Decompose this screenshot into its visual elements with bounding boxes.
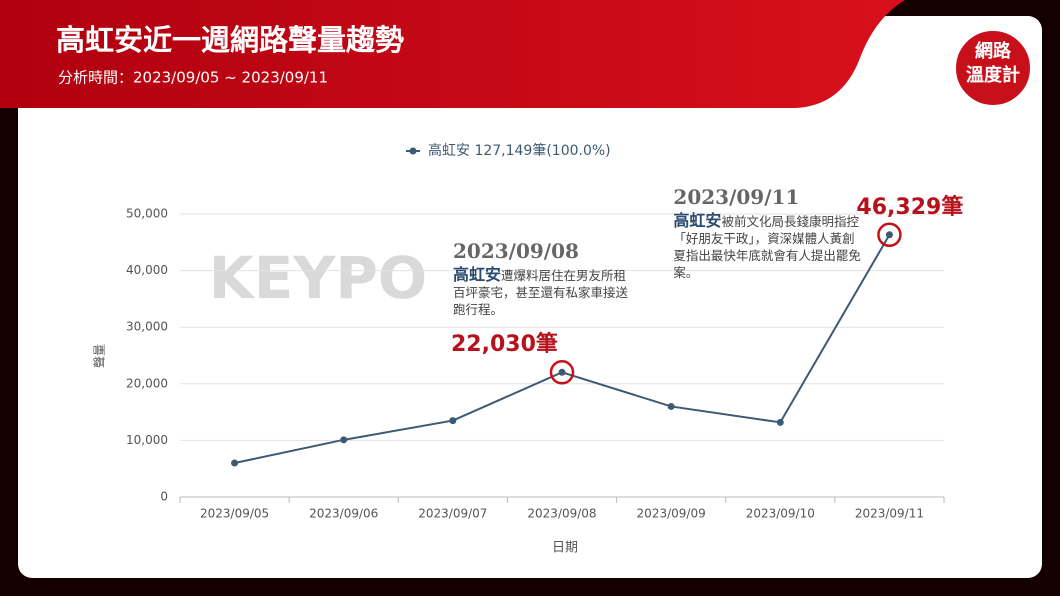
point [558, 368, 566, 376]
value-label: 46,329筆 [856, 194, 964, 220]
highlight-ring [549, 360, 575, 385]
y-axis-label: 聲量 [92, 344, 107, 368]
x-tick-label: 2023/09/08 [527, 507, 596, 521]
logo-text: 溫度計 [966, 64, 1020, 86]
legend-label: 高虹安 127,149筆(100.0%) [428, 142, 611, 159]
annotation-date: 2023/09/08 [453, 239, 579, 263]
x-axis-label: 日期 [552, 541, 578, 556]
watermark: KEYPO [209, 244, 427, 312]
annotation-body: 遭爆料居住在男友所租百坪豪宅，甚至還有私家車接送跑行程。 [453, 268, 629, 317]
point [231, 459, 239, 467]
point [449, 417, 457, 425]
card [18, 16, 1042, 578]
y-tick-label: 0 [160, 490, 168, 504]
header-band [0, 0, 905, 108]
x-tick-label: 2023/09/05 [200, 507, 269, 521]
annotation-name: 高虹安 [453, 265, 502, 284]
x-tick-label: 2023/09/10 [746, 507, 815, 521]
x-tick-label: 2023/09/06 [309, 507, 378, 521]
y-tick-label: 20,000 [126, 376, 168, 390]
legend-swatch [409, 147, 417, 155]
logo-text: 網路 [975, 40, 1012, 62]
annotation-text: 高虹安遭爆料居住在男友所租百坪豪宅，甚至還有私家車接送跑行程。 [453, 266, 629, 318]
subtitle: 分析時間：2023/09/05 ~ 2023/09/11 [58, 69, 328, 87]
x-tick-label: 2023/09/11 [855, 507, 924, 521]
annotation-name: 高虹安 [673, 211, 722, 230]
title: 高虹安近一週網路聲量趨勢 [56, 23, 404, 57]
point [667, 402, 675, 410]
highlight-ring [877, 222, 902, 248]
annotation-body: 被前文化局長錢康明指控「好朋友干政」，資深媒體人黃創夏指出最快年底就會有人提出罷… [673, 214, 861, 280]
x-tick-label: 2023/09/09 [637, 507, 706, 521]
y-tick-label: 30,000 [126, 320, 168, 334]
x-tick-label: 2023/09/07 [418, 507, 487, 521]
y-tick-label: 10,000 [126, 433, 168, 447]
point [885, 231, 893, 239]
annotation-text: 高虹安被前文化局長錢康明指控「好朋友干政」，資深媒體人黃創夏指出最快年底就會有人… [673, 212, 861, 281]
y-tick-label: 50,000 [126, 207, 168, 221]
y-tick-label: 40,000 [126, 263, 168, 277]
value-label: 22,030筆 [451, 332, 558, 358]
point [340, 436, 348, 444]
logo [954, 29, 1032, 107]
annotation-date: 2023/09/11 [673, 185, 800, 209]
point [776, 418, 784, 426]
